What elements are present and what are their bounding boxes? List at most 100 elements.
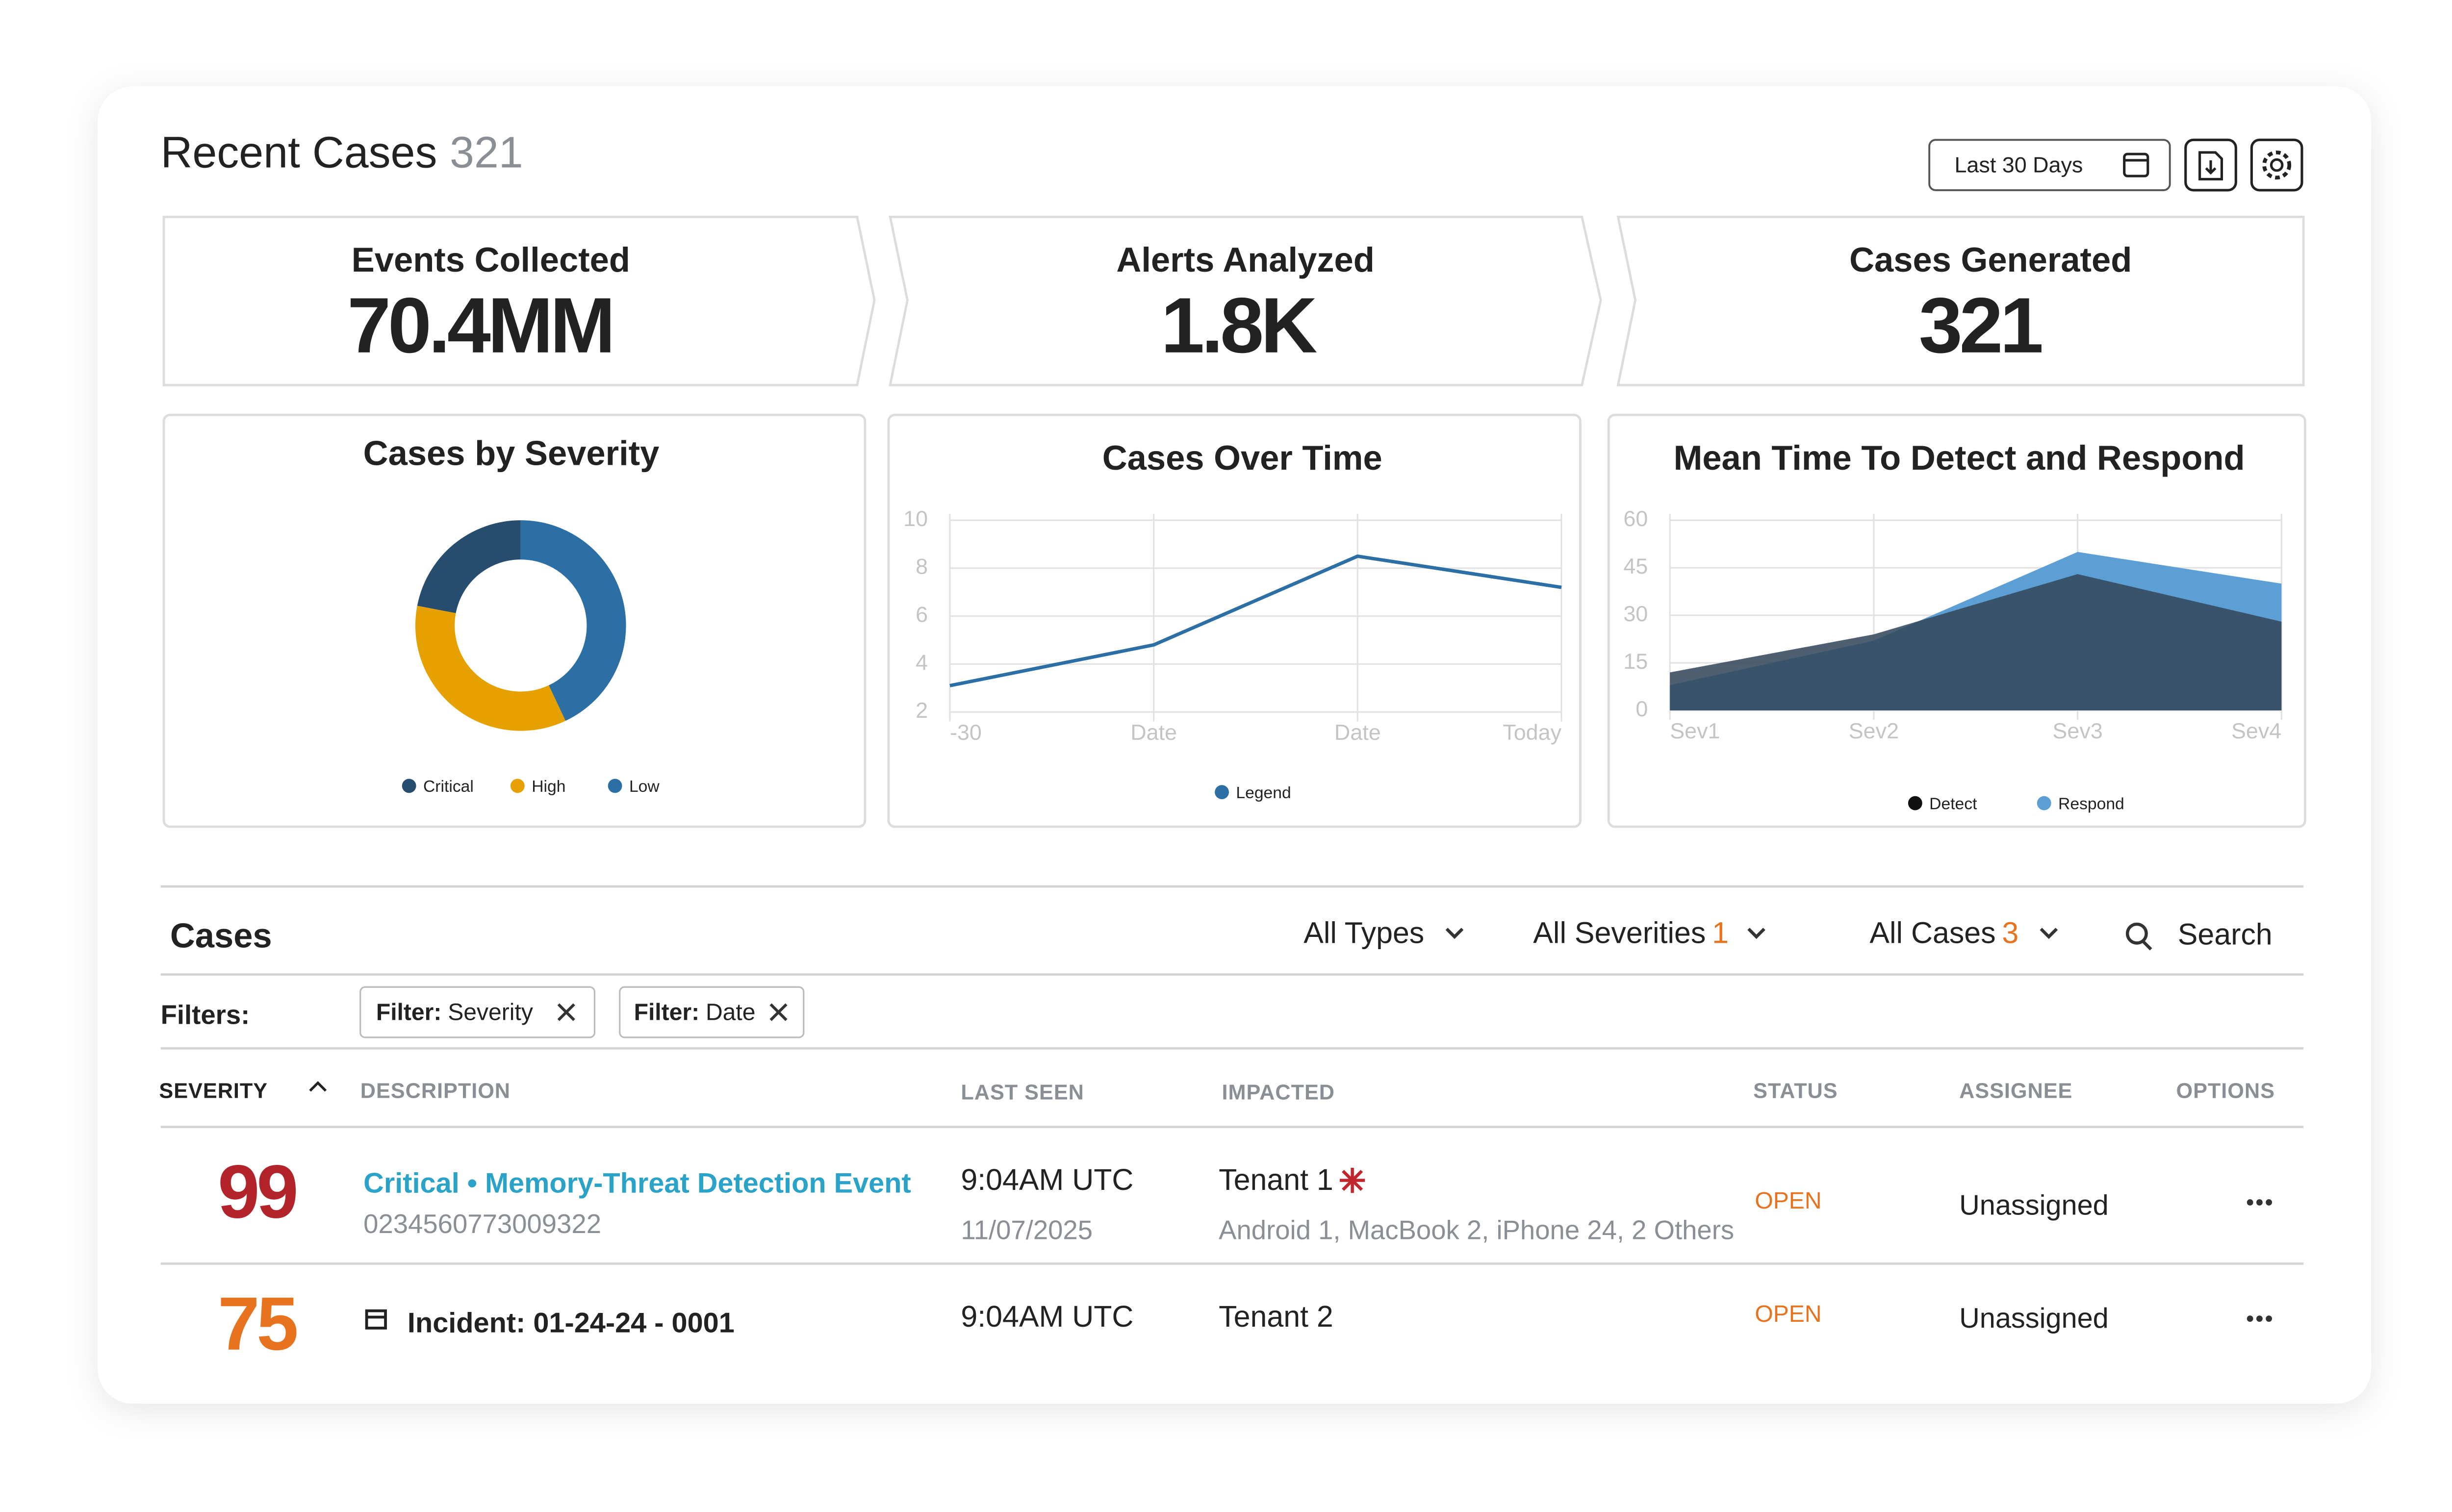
stat-card bbox=[1616, 215, 2305, 386]
filters-label: Filters: bbox=[161, 1000, 250, 1030]
dropdown-label: All Severities 1 bbox=[1533, 916, 1729, 950]
legend-label: Critical bbox=[423, 778, 474, 796]
cases-dropdown[interactable]: All Cases 3 bbox=[1869, 916, 2058, 950]
dropdown-text: All Severities bbox=[1533, 916, 1706, 950]
type-dropdown[interactable]: All Types bbox=[1303, 916, 1464, 950]
page-title: Recent Cases 321 bbox=[161, 128, 523, 177]
stat-label: Alerts Analyzed bbox=[1116, 240, 1374, 279]
legend-label: Low bbox=[629, 778, 660, 796]
column-header: LAST SEEN bbox=[961, 1081, 1084, 1105]
alert-icon bbox=[1339, 1167, 1365, 1193]
assignee: Unassigned bbox=[1959, 1189, 2109, 1221]
x-tick-label: Date bbox=[1334, 720, 1381, 745]
line-series bbox=[949, 554, 1562, 687]
legend-label: High bbox=[532, 778, 565, 796]
column-header: OPTIONS bbox=[2176, 1079, 2274, 1103]
legend-marker bbox=[608, 779, 622, 793]
chart-panel bbox=[162, 413, 867, 828]
stat-value: 1.8K bbox=[1161, 281, 1317, 369]
filter-chip[interactable]: Filter: Severity bbox=[359, 986, 596, 1038]
donut-segment bbox=[417, 520, 521, 613]
last-seen: 9:04AM UTC bbox=[961, 1163, 1133, 1196]
legend-label: Detect bbox=[1929, 795, 1977, 813]
column-header[interactable]: SEVERITY bbox=[159, 1079, 268, 1103]
legend-marker bbox=[1215, 785, 1229, 800]
x-tick-label: -30 bbox=[950, 720, 982, 745]
dropdown-label: All Types bbox=[1303, 916, 1424, 950]
case-title[interactable]: Incident: 01-24-24 - 0001 bbox=[408, 1308, 735, 1339]
y-tick-label: 4 bbox=[916, 650, 928, 675]
y-tick-label: 2 bbox=[916, 698, 928, 723]
y-tick-label: 30 bbox=[1623, 601, 1648, 626]
status: OPEN bbox=[1755, 1301, 1821, 1327]
devices: Android 1, MacBook 2, iPhone 24, 2 Other… bbox=[1219, 1215, 1734, 1245]
dropdown-label: All Cases 3 bbox=[1869, 916, 2018, 950]
y-tick-label: 10 bbox=[903, 506, 928, 531]
y-tick-label: 45 bbox=[1623, 554, 1648, 579]
case-title[interactable]: Critical • Memory-Threat Detection Event bbox=[363, 1167, 911, 1199]
y-tick-label: 15 bbox=[1623, 649, 1648, 674]
y-tick-label: 8 bbox=[916, 554, 928, 579]
stat-label: Events Collected bbox=[352, 240, 630, 279]
area-series bbox=[1670, 574, 2282, 711]
assignee: Unassigned bbox=[1959, 1303, 2109, 1334]
severity-score: 99 bbox=[218, 1149, 296, 1234]
options-button[interactable] bbox=[2247, 1199, 2273, 1206]
chart-title: Mean Time To Detect and Respond bbox=[1674, 438, 2245, 477]
x-tick-label: Sev1 bbox=[1670, 718, 1720, 743]
date-range-button[interactable]: Last 30 Days bbox=[1928, 139, 2171, 191]
chip-key: Filter: bbox=[376, 999, 442, 1025]
section-title: Cases bbox=[170, 916, 272, 955]
options-button[interactable] bbox=[2247, 1315, 2273, 1322]
title-text: Recent Cases bbox=[161, 128, 437, 177]
column-header: IMPACTED bbox=[1222, 1081, 1335, 1105]
column-header: STATUS bbox=[1753, 1079, 1838, 1103]
x-tick-label: Sev2 bbox=[1849, 718, 1899, 743]
dropdown-count: 1 bbox=[1712, 916, 1729, 950]
legend-label: Legend bbox=[1236, 784, 1291, 802]
chart-title: Cases Over Time bbox=[1102, 438, 1382, 477]
status: OPEN bbox=[1755, 1187, 1821, 1214]
sort-icon[interactable] bbox=[309, 1081, 327, 1092]
chip-label: Filter: Severity bbox=[376, 999, 533, 1025]
incident-icon bbox=[365, 1309, 387, 1330]
stat-value: 70.4MM bbox=[347, 281, 613, 369]
filter-chip[interactable]: Filter: Date bbox=[619, 986, 805, 1038]
y-tick-label: 60 bbox=[1623, 506, 1648, 531]
settings-button[interactable] bbox=[2250, 138, 2303, 192]
donut-segment bbox=[520, 520, 626, 721]
stat-card bbox=[162, 215, 876, 386]
severity-dropdown[interactable]: All Severities 1 bbox=[1533, 916, 1765, 950]
legend-marker bbox=[1908, 796, 1922, 810]
legend-marker bbox=[402, 779, 416, 793]
chip-key: Filter: bbox=[634, 999, 700, 1025]
chart-panel bbox=[887, 413, 1582, 828]
x-tick-label: Sev3 bbox=[2052, 718, 2102, 743]
dropdown-text: All Cases bbox=[1869, 916, 1995, 950]
y-tick-label: 6 bbox=[916, 602, 928, 627]
stat-card bbox=[889, 215, 1602, 386]
stat-value: 321 bbox=[1919, 281, 2042, 369]
y-tick-label: 0 bbox=[1635, 696, 1648, 721]
chip-label: Filter: Date bbox=[634, 999, 756, 1025]
legend-marker bbox=[2037, 796, 2051, 810]
tenant: Tenant 1 bbox=[1219, 1163, 1333, 1196]
search-label: Search bbox=[2178, 918, 2273, 951]
column-header: ASSIGNEE bbox=[1959, 1079, 2072, 1103]
x-tick-label: Today bbox=[1503, 720, 1561, 745]
last-seen: 9:04AM UTC bbox=[961, 1300, 1133, 1333]
export-button[interactable] bbox=[2184, 138, 2237, 192]
charts: Cases by Severity Critical High Low Cases Ov… bbox=[363, 433, 2282, 813]
date-range-label: Last 30 Days bbox=[1954, 152, 2083, 177]
legend-label: Respond bbox=[2058, 795, 2124, 813]
tenant: Tenant 2 bbox=[1219, 1300, 1333, 1333]
x-tick-label: Date bbox=[1130, 720, 1177, 745]
last-seen-date: 11/07/2025 bbox=[961, 1215, 1093, 1245]
chart-title: Cases by Severity bbox=[363, 433, 660, 472]
donut-segment bbox=[415, 605, 566, 731]
stat-label: Cases Generated bbox=[1849, 240, 2132, 279]
x-tick-label: Sev4 bbox=[2231, 718, 2281, 743]
search[interactable]: Search bbox=[2125, 918, 2273, 951]
